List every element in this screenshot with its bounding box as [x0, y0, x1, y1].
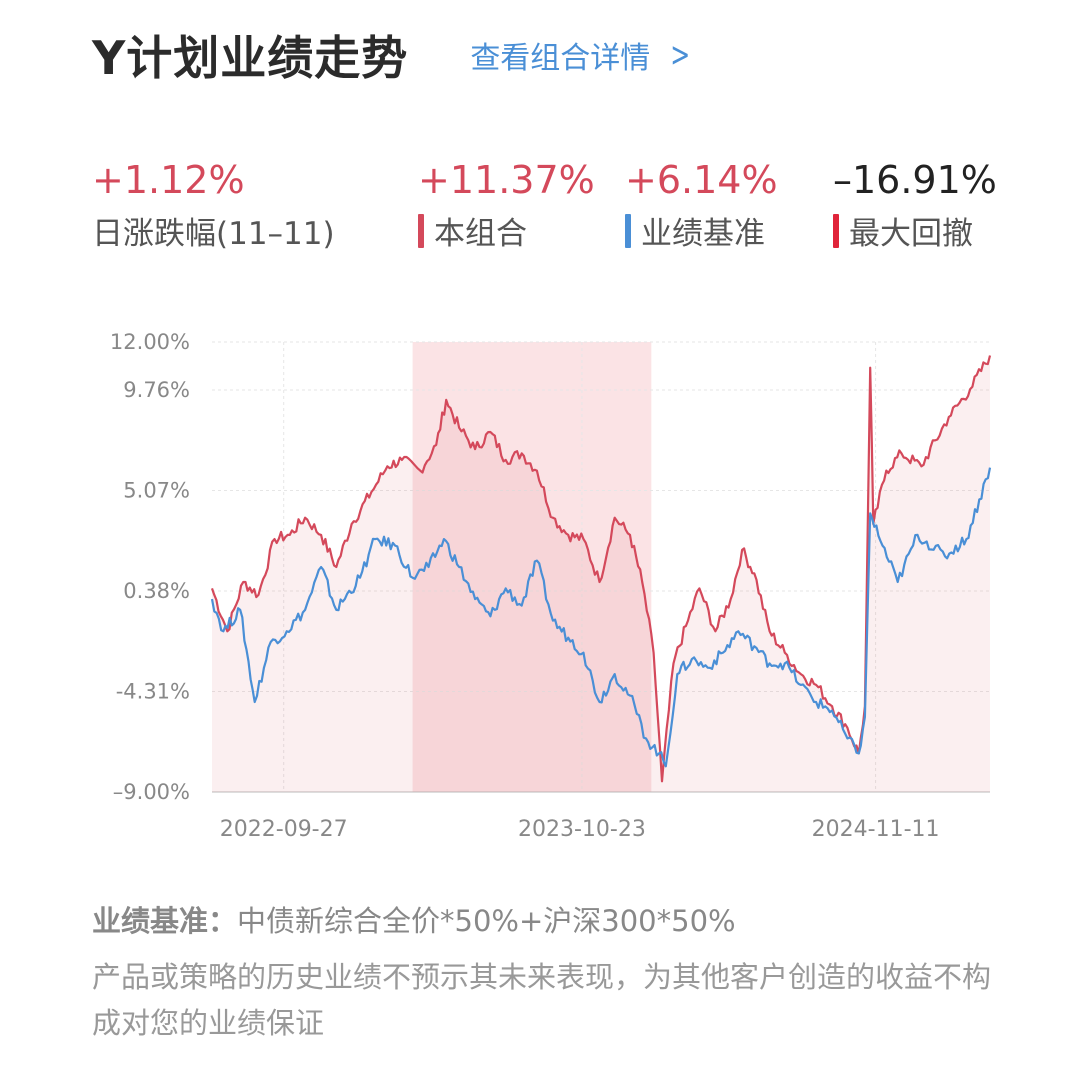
y-tick-label: 5.07%: [123, 479, 190, 503]
benchmark-legend-swatch: [625, 213, 631, 248]
stat-daily-change: +1.12% 日涨跌幅(11–11): [92, 158, 335, 253]
y-tick-label: –9.00%: [113, 780, 190, 804]
series-area-1: [212, 355, 990, 792]
y-tick-label: 12.00%: [110, 330, 190, 354]
stat-max-drawdown: –16.91% 最大回撤: [833, 158, 997, 253]
benchmark-label: 业绩基准：: [92, 904, 238, 938]
x-tick-label: 2022-09-27: [220, 817, 348, 842]
disclaimer: 产品或策略的历史业绩不预示其未来表现，为其他客户创造的收益不构成对您的业绩保证: [92, 960, 992, 1040]
stat-value: –16.91%: [833, 158, 997, 202]
page-title: Y计划业绩走势: [92, 31, 409, 85]
stat-label: 业绩基准: [641, 216, 765, 252]
y-tick-label: 9.76%: [123, 378, 190, 402]
portfolio-legend-swatch: [418, 213, 424, 248]
y-tick-label: 0.38%: [123, 579, 190, 603]
view-portfolio-details-label[interactable]: 查看组合详情: [470, 41, 651, 76]
benchmark-note: 业绩基准：中债新综合全价*50%+沪深300*50%: [92, 898, 1002, 940]
stat-benchmark: +6.14% 业绩基准: [625, 158, 778, 253]
stat-value: +11.37%: [418, 158, 595, 202]
footer: 业绩基准：中债新综合全价*50%+沪深300*50% 产品或策略的历史业绩不预示…: [92, 898, 1002, 1046]
header: Y计划业绩走势 查看组合详情 >: [92, 20, 695, 90]
stat-label: 最大回撤: [849, 216, 973, 252]
performance-chart: 12.00% 9.76% 5.07% 0.38% -4.31% –9.00% 2022-09…: [110, 330, 992, 842]
y-tick-label: -4.31%: [116, 680, 190, 704]
stat-portfolio: +11.37% 本组合: [418, 158, 595, 253]
view-portfolio-details-link[interactable]: 查看组合详情 >: [470, 33, 695, 77]
stat-label: 日涨跌幅(11–11): [92, 216, 335, 252]
x-tick-label: 2023-10-23: [518, 817, 646, 842]
series-line-2: [210, 467, 992, 768]
drawdown-legend-swatch: [833, 213, 839, 248]
x-tick-label: 2024-11-11: [812, 817, 940, 842]
stat-value: +6.14%: [625, 158, 778, 202]
stat-label: 本组合: [434, 216, 527, 252]
stat-value: +1.12%: [92, 158, 245, 202]
benchmark-text: 中债新综合全价*50%+沪深300*50%: [237, 904, 736, 938]
chevron-right-icon[interactable]: >: [670, 35, 691, 75]
